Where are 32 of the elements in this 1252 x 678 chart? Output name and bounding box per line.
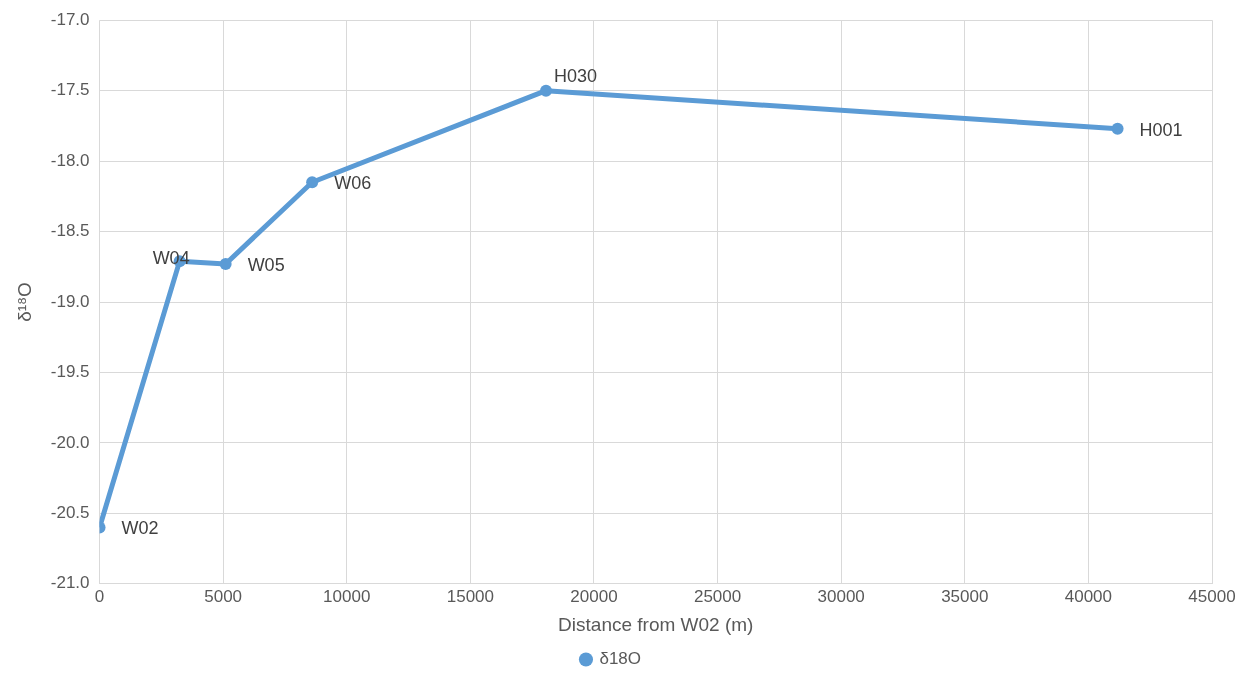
point [1111,122,1124,135]
x-tick-label: 45000 [1188,586,1236,606]
annotation: W06 [334,173,372,194]
x-tick-label: 0 [94,586,105,606]
y-tick-label: -18.5 [50,221,90,241]
point [306,176,319,189]
y-tick-label: -20.5 [50,503,90,523]
y-tick-label: -18.0 [50,150,90,170]
x-tick-label: 35000 [941,586,989,606]
annotation: W02 [121,518,159,539]
y-tick-label: -17.0 [50,9,90,29]
annotation: H001 [1139,119,1183,140]
x-tick-label: 30000 [817,586,865,606]
y-tick-label: -17.5 [50,80,90,100]
y-axis-title: δ¹⁸O [13,282,35,322]
x-tick-label: 15000 [446,586,495,606]
x-tick-label: 5000 [204,586,243,606]
x-tick-label: 10000 [323,586,371,606]
annotation: W05 [247,254,285,275]
x-tick-label: 25000 [693,586,742,606]
x-tick-label: 40000 [1064,586,1113,606]
point [540,84,553,97]
annotation: H030 [554,65,598,86]
point [219,257,232,270]
y-tick-label: -19.0 [50,291,90,311]
y-tick-label: -19.5 [50,362,90,382]
annotation: W04 [152,248,190,269]
y-tick-label: -21.0 [50,573,90,593]
legend-label: δ18O [599,649,642,669]
x-axis-title: Distance from W02 (m) [558,613,754,635]
x-tick-label: 20000 [570,586,618,606]
y-tick-label: -20.0 [50,432,90,452]
